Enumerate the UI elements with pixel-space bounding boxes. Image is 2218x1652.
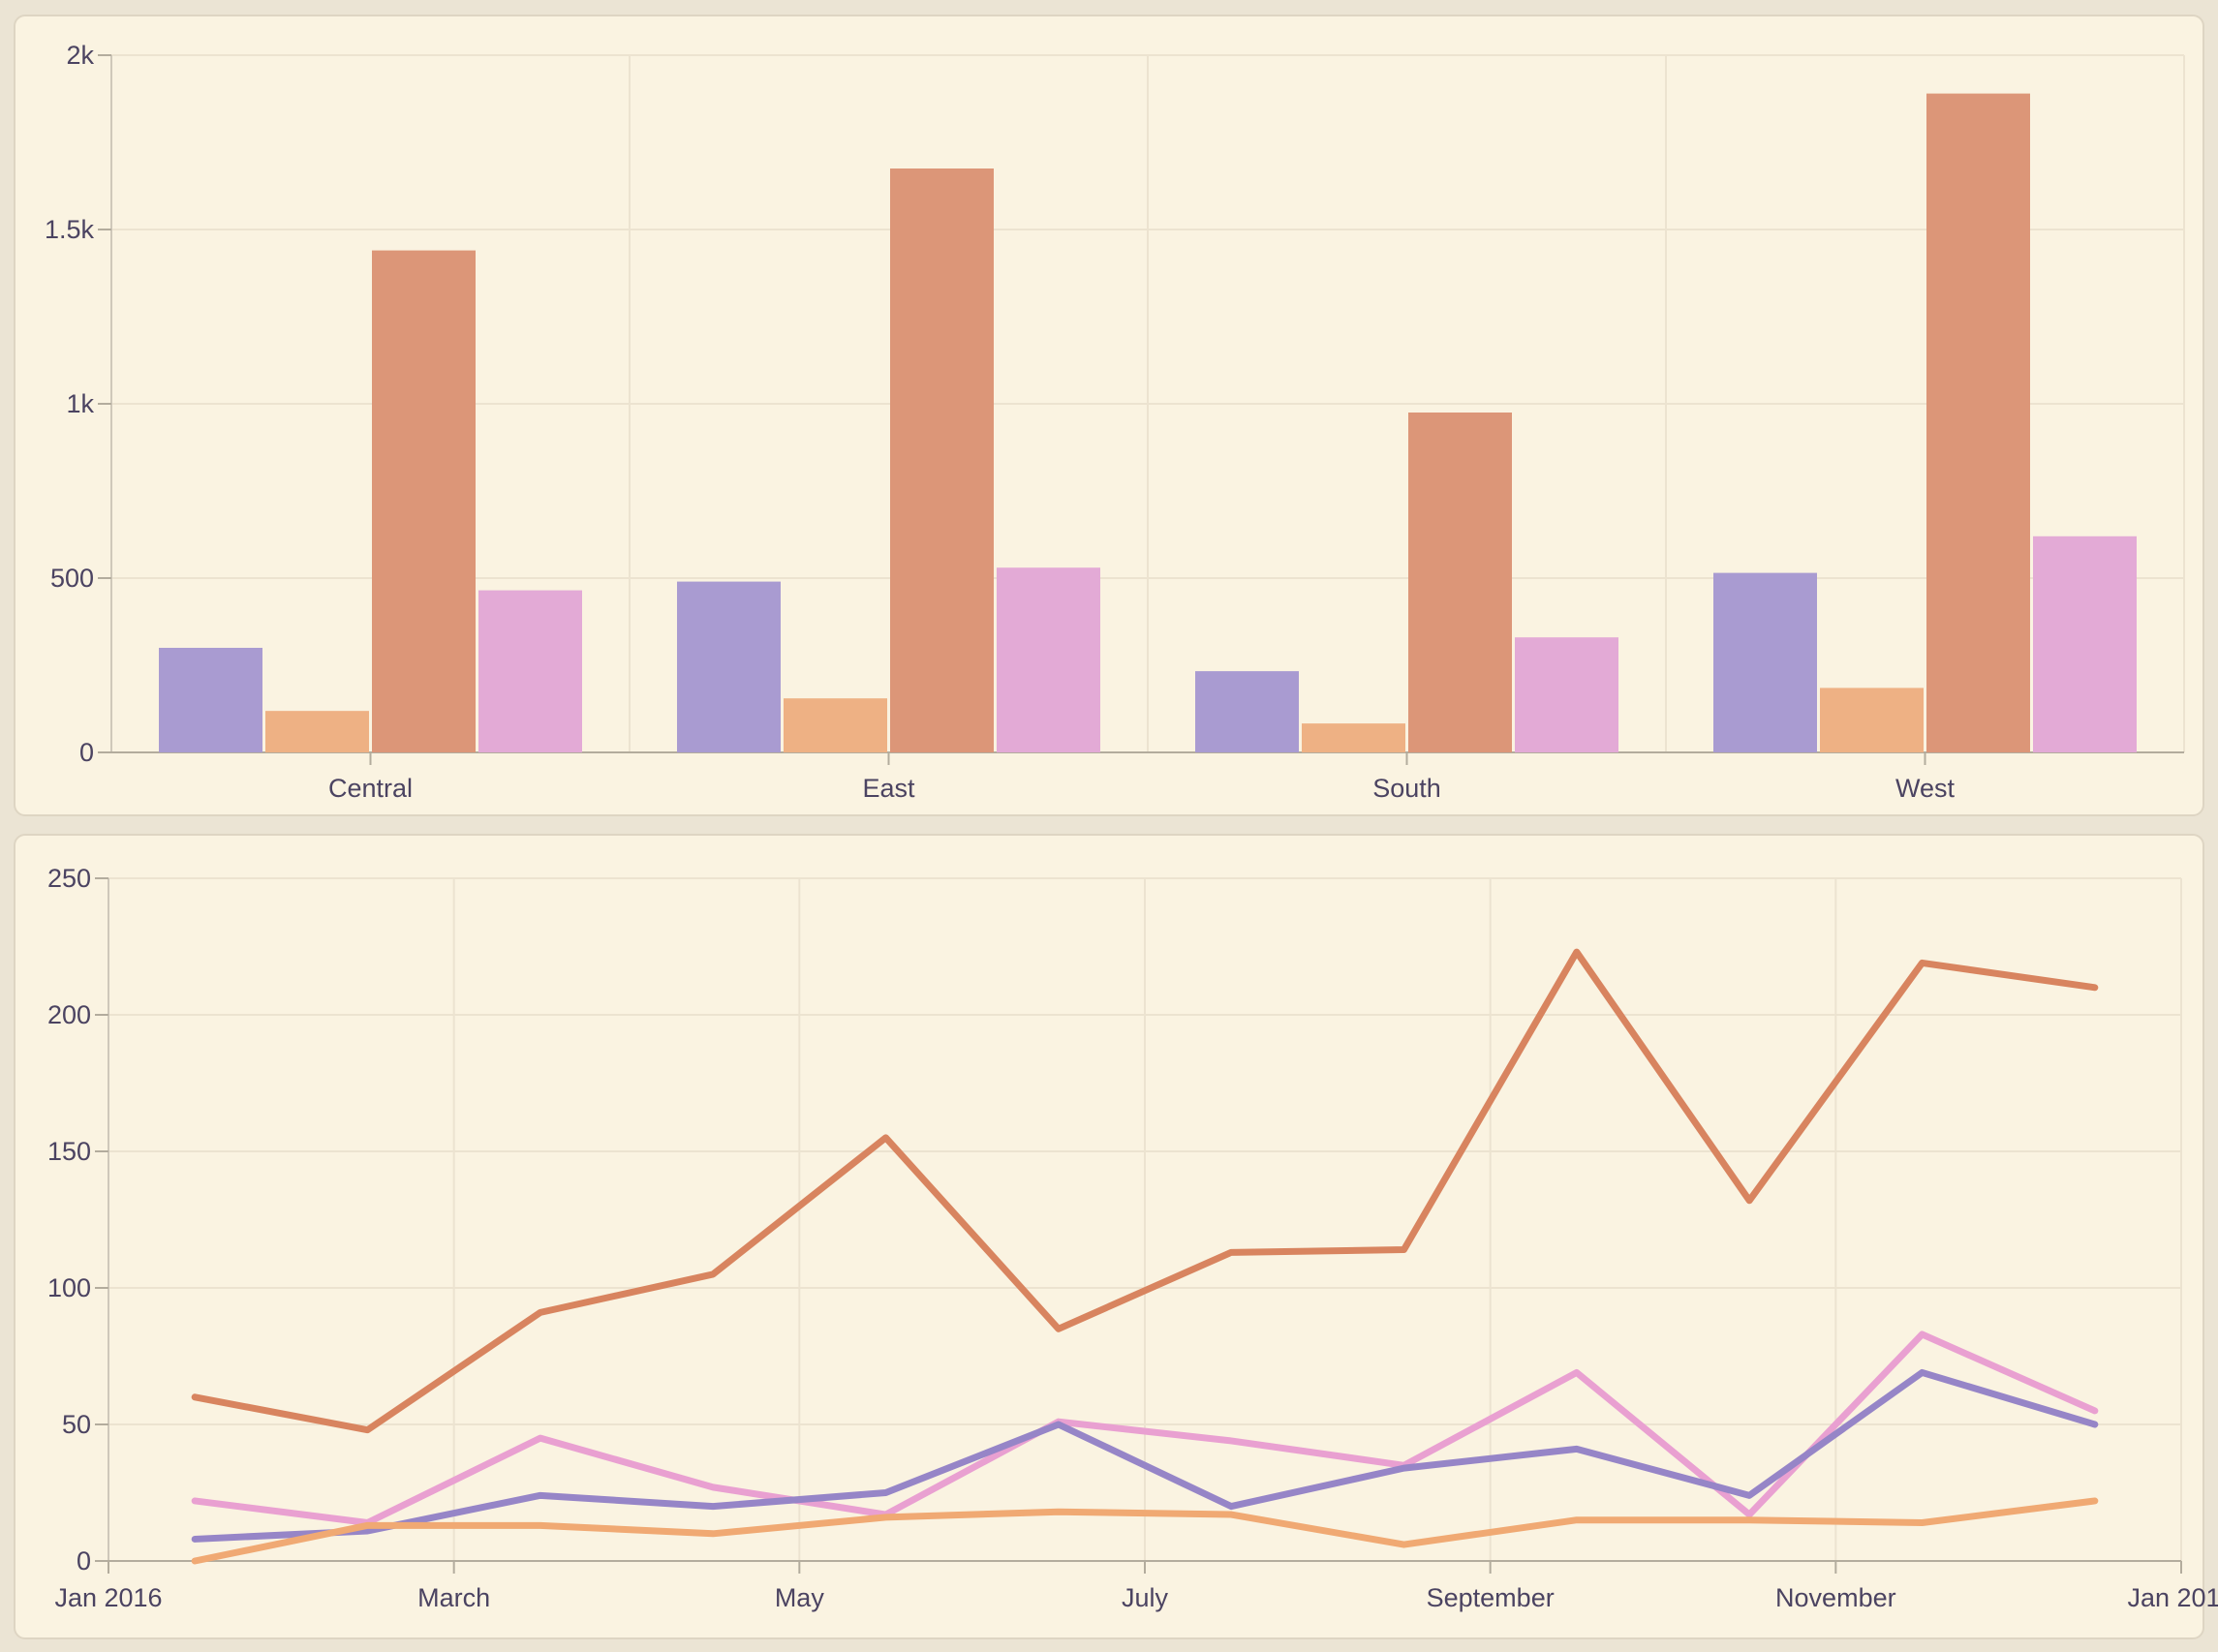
x-tick-label: South xyxy=(1372,774,1441,803)
line-chart-panel: 0 50 100 150 200 250 Jan 2016 March May July Septe… xyxy=(14,834,2218,1639)
bar-west-purple[interactable] xyxy=(1713,572,1817,752)
line-peach[interactable] xyxy=(191,1497,2099,1565)
x-tick-label: July xyxy=(1122,1583,1169,1612)
bar-east-salmon[interactable] xyxy=(890,168,994,752)
bar-chart-panel: 0 500 1k 1.5k 2k Central East South West xyxy=(14,15,2204,816)
x-tick-label: East xyxy=(862,774,915,803)
bar-west-pink[interactable] xyxy=(2033,535,2137,752)
line-purple[interactable] xyxy=(191,1368,2099,1543)
bar-east-purple[interactable] xyxy=(677,581,781,752)
y-tick-label: 50 xyxy=(62,1410,91,1439)
bar-south-purple[interactable] xyxy=(1195,671,1299,752)
x-tick-label: West xyxy=(1895,774,1956,803)
bar-east-peach[interactable] xyxy=(784,698,887,752)
bar-south-pink[interactable] xyxy=(1515,637,1618,752)
y-tick-label: 2k xyxy=(66,41,94,70)
bar-central-salmon[interactable] xyxy=(372,250,476,753)
y-tick-label: 1.5k xyxy=(45,215,95,244)
x-tick-label: Jan 2017 xyxy=(2127,1583,2218,1612)
y-tick-label: 1k xyxy=(66,389,94,418)
y-tick-label: 200 xyxy=(47,1000,91,1029)
bar-south-peach[interactable] xyxy=(1302,723,1405,752)
x-tick-label: November xyxy=(1775,1583,1896,1612)
bar-central-purple[interactable] xyxy=(159,648,262,752)
y-tick-label: 100 xyxy=(47,1273,91,1302)
line-pink[interactable] xyxy=(191,1331,2099,1527)
y-tick-label: 250 xyxy=(47,864,91,893)
line-salmon[interactable] xyxy=(191,948,2099,1434)
x-tick-label: Jan 2016 xyxy=(54,1583,162,1612)
bar-east-pink[interactable] xyxy=(997,567,1100,752)
y-tick-label: 0 xyxy=(79,738,94,767)
x-tick-label: Central xyxy=(328,774,413,803)
y-tick-label: 500 xyxy=(50,564,94,593)
bar-chart: 0 500 1k 1.5k 2k Central East South West xyxy=(45,41,2185,803)
y-tick-label: 150 xyxy=(47,1137,91,1166)
line-chart: 0 50 100 150 200 250 Jan 2016 March May July Septe… xyxy=(47,864,2218,1612)
x-tick-label: May xyxy=(775,1583,825,1612)
bar-west-peach[interactable] xyxy=(1820,688,1924,752)
bar-south-salmon[interactable] xyxy=(1408,413,1512,752)
x-tick-label: March xyxy=(417,1583,490,1612)
x-tick-label: September xyxy=(1427,1583,1555,1612)
y-tick-label: 0 xyxy=(77,1546,91,1576)
bar-central-peach[interactable] xyxy=(265,711,369,752)
bar-west-salmon[interactable] xyxy=(1926,93,2030,753)
bar-central-pink[interactable] xyxy=(478,590,582,752)
